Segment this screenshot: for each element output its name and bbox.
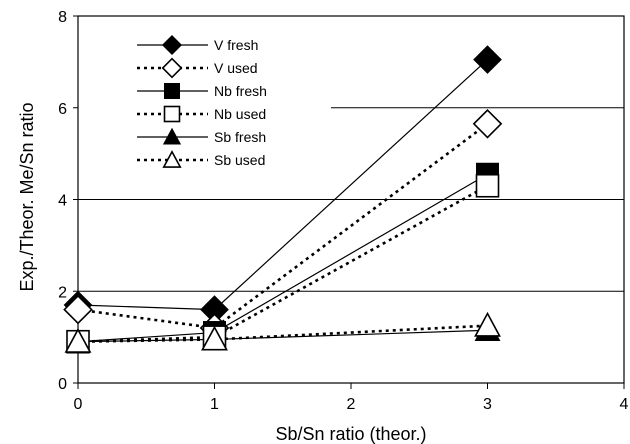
series-marker-5-0 [64,327,92,353]
legend-marker-0 [161,34,183,56]
x-tick-label-3: 3 [483,396,492,413]
series-marker-0-2 [473,45,502,74]
legend: V fresh V used Nb fresh Nb used Sb fresh Sb u… [137,34,267,168]
legend-label-0: V fresh [214,37,258,53]
y-tick-label-4: 4 [58,193,67,210]
ticks: 0 2 4 6 8 0 1 2 3 4 [58,9,628,413]
x-tick-label-4: 4 [620,396,629,413]
x-tick-label-0: 0 [74,396,83,413]
y-axis-title: Exp./Theor. Me/Sn ratio [17,102,37,291]
legend-label-4: Sb fresh [214,129,266,145]
y-tick-label-8: 8 [58,9,67,26]
y-tick-label-2: 2 [58,284,67,301]
y-tick-label-6: 6 [58,101,67,118]
series-line-5 [77,324,488,344]
legend-marker-2 [164,83,180,99]
series-marker-5-2 [474,311,501,337]
series-markers [63,45,503,354]
legend-label-5: Sb used [214,152,265,168]
series-marker-5-1 [201,325,228,351]
series-line-0 [77,59,488,311]
legend-label-1: V used [214,60,258,76]
series-marker-1-2 [472,109,503,139]
legend-marker-5 [162,150,182,168]
x-tick-label-2: 2 [347,396,356,413]
legend-marker-3 [163,105,181,123]
legend-marker-4 [162,127,182,145]
y-tick-label-0: 0 [58,376,67,393]
series-marker-3-2 [475,173,500,198]
x-axis-title: Sb/Sn ratio (theor.) [275,424,426,444]
series-line-3 [77,184,489,344]
series-marker-1-0 [63,294,93,325]
series-line-1 [77,122,489,330]
x-tick-label-1: 1 [210,396,219,413]
legend-marker-1 [161,57,183,79]
legend-label-2: Nb fresh [214,83,267,99]
legend-label-3: Nb used [214,106,266,122]
grid-lines [78,107,624,292]
series-lines [77,59,489,344]
